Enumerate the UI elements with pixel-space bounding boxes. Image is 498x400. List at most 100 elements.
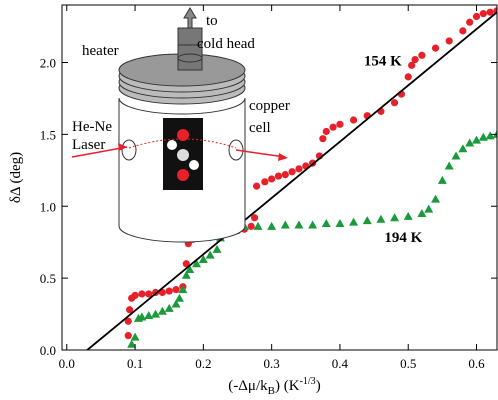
point xyxy=(408,61,416,69)
point xyxy=(319,135,327,143)
point xyxy=(124,317,132,325)
x-axis-label-part: -1/3 xyxy=(300,376,316,387)
point xyxy=(445,37,453,45)
x-axis-label-part: (-Δμ/k xyxy=(228,378,268,394)
point xyxy=(458,144,468,153)
x-axis-label-part: ) (K xyxy=(275,378,300,394)
x-tick-label: 0.1 xyxy=(127,356,143,371)
point xyxy=(466,18,474,26)
plot-frame xyxy=(61,4,498,351)
point xyxy=(329,123,337,131)
x-tick-label: 0.6 xyxy=(468,356,485,371)
point xyxy=(478,132,488,141)
point xyxy=(472,135,482,144)
x-tick-label: 0.4 xyxy=(332,356,349,371)
point xyxy=(281,171,289,179)
series-label: 194 K xyxy=(384,230,422,246)
point xyxy=(321,219,331,227)
point xyxy=(349,116,358,124)
y-tick-label: 1.5 xyxy=(40,127,56,142)
point xyxy=(182,260,190,268)
point xyxy=(171,299,181,308)
x-tick-label: 0.3 xyxy=(264,356,280,371)
x-axis-label-part: ) xyxy=(316,378,321,394)
point xyxy=(268,175,276,183)
point xyxy=(404,73,412,81)
point xyxy=(308,220,318,229)
point xyxy=(376,214,386,223)
point xyxy=(390,99,399,107)
point xyxy=(192,259,202,268)
inset-label: Laser xyxy=(72,137,105,153)
point xyxy=(418,51,426,59)
point xyxy=(444,161,454,170)
point xyxy=(322,127,330,136)
point xyxy=(403,211,413,220)
point xyxy=(137,312,147,321)
x-axis-label-part: B xyxy=(268,385,275,397)
y-tick-label: 0.0 xyxy=(40,343,56,358)
point xyxy=(131,291,139,299)
point xyxy=(144,311,154,319)
point xyxy=(390,213,400,222)
point xyxy=(295,165,303,173)
point xyxy=(267,221,277,230)
point xyxy=(138,290,146,298)
point xyxy=(431,194,441,203)
point xyxy=(479,10,487,18)
point xyxy=(157,306,167,315)
y-tick-label: 2.0 xyxy=(40,56,56,71)
point xyxy=(280,220,290,229)
point xyxy=(417,208,427,217)
point xyxy=(151,309,161,318)
fit-line xyxy=(86,11,497,350)
point xyxy=(336,120,344,128)
point xyxy=(198,254,208,263)
x-axis-label: (-Δμ/kB) (K-1/3) xyxy=(228,376,320,397)
point xyxy=(424,204,434,213)
point xyxy=(459,27,467,35)
x-tick-label: 0.0 xyxy=(59,356,75,371)
point xyxy=(124,332,132,340)
point xyxy=(130,332,140,341)
point xyxy=(172,286,180,294)
y-tick-label: 1.0 xyxy=(40,199,56,214)
point xyxy=(288,168,296,176)
point xyxy=(261,178,269,186)
point xyxy=(431,44,440,52)
point xyxy=(127,339,137,348)
inset-label: copper xyxy=(249,98,290,114)
y-tick-label: 0.5 xyxy=(40,271,56,286)
point xyxy=(181,270,191,279)
point xyxy=(451,151,461,160)
point xyxy=(253,182,261,190)
inset-label: to xyxy=(206,13,218,29)
point xyxy=(472,12,481,21)
point xyxy=(253,221,263,230)
inset-diagram: to cold head heater copper cell He-Ne La… xyxy=(71,7,290,243)
series-label: 154 K xyxy=(364,53,402,69)
y-axis-label: δΔ (deg) xyxy=(8,152,24,203)
x-tick-label: 0.5 xyxy=(400,356,416,371)
point xyxy=(437,175,447,184)
inset-label: cold head xyxy=(197,36,255,52)
point xyxy=(362,216,372,225)
x-tick-label: 0.2 xyxy=(195,356,211,371)
point xyxy=(126,306,134,314)
point xyxy=(185,265,195,273)
inset-label: heater xyxy=(82,43,119,59)
point xyxy=(212,244,222,253)
inset-label: He-Ne xyxy=(72,119,112,135)
point xyxy=(164,303,174,312)
point xyxy=(485,131,495,140)
point xyxy=(247,222,255,230)
point xyxy=(486,8,494,16)
point xyxy=(174,293,184,302)
point xyxy=(465,138,475,147)
point xyxy=(178,285,188,294)
inset-label: cell xyxy=(249,120,271,136)
point xyxy=(349,217,359,226)
point xyxy=(274,172,283,180)
point xyxy=(205,250,215,259)
